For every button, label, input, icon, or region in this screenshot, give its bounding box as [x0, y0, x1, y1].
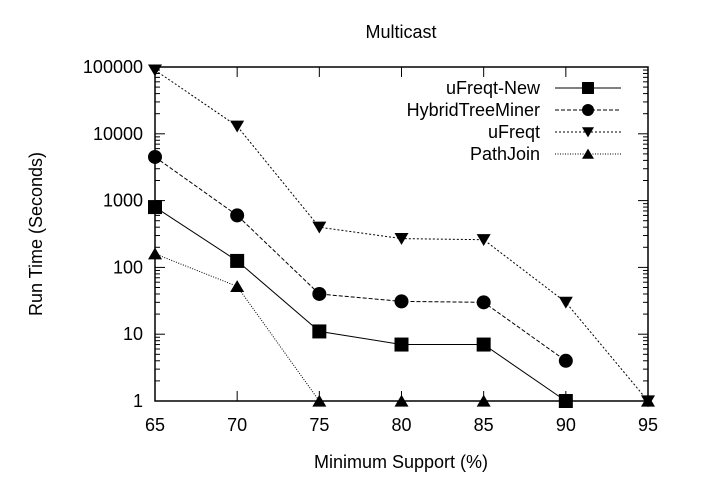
data-point	[312, 324, 327, 339]
x-tick-label: 65	[145, 415, 165, 435]
data-point	[148, 149, 162, 164]
x-tick-label: 80	[391, 415, 411, 435]
data-point	[148, 64, 162, 77]
x-tick-label: 90	[556, 415, 576, 435]
data-point	[230, 120, 245, 133]
data-point	[312, 221, 327, 234]
data-point	[394, 394, 409, 407]
data-point	[558, 394, 573, 408]
y-tick-label: 10	[123, 324, 143, 344]
y-tick-label: 1000	[103, 191, 143, 211]
x-tick-label: 70	[227, 415, 247, 435]
y-axis-label: Run Time (Seconds)	[26, 152, 46, 316]
x-tick-label: 95	[638, 415, 658, 435]
y-tick-label: 10000	[93, 124, 143, 144]
data-point	[312, 286, 327, 301]
x-axis-label: Minimum Support (%)	[314, 452, 488, 472]
series-line-pathjoin	[154, 253, 648, 402]
data-point	[641, 394, 655, 407]
data-point	[230, 253, 245, 268]
data-point	[148, 247, 162, 260]
legend-label: uFreqt	[488, 122, 540, 142]
data-point	[312, 394, 327, 407]
legend-marker	[582, 82, 594, 94]
legend-label: HybridTreeMiner	[407, 100, 540, 120]
x-tick-label: 85	[474, 415, 494, 435]
data-point	[558, 296, 573, 309]
data-point	[394, 232, 409, 245]
data-point	[230, 208, 245, 223]
data-point	[476, 295, 491, 310]
series-line-ufreqt-new	[154, 206, 567, 402]
legend-label: PathJoin	[470, 144, 540, 164]
legend-marker	[582, 104, 594, 116]
series-line-hybridtreeminer	[154, 156, 567, 362]
chart-title: Multicast	[365, 22, 436, 42]
y-tick-label: 100	[113, 257, 143, 277]
legend-marker	[582, 127, 594, 138]
y-tick-label: 1	[133, 391, 143, 411]
data-point	[476, 234, 491, 246]
data-point	[394, 294, 409, 309]
x-tick-label: 75	[309, 415, 329, 435]
y-tick-label: 100000	[83, 57, 143, 77]
data-point	[558, 353, 573, 368]
data-point	[476, 394, 491, 407]
legend-marker	[582, 148, 594, 159]
series-markers	[148, 64, 655, 408]
data-point	[476, 337, 491, 352]
y-axis: 1 10 100 1000 10000 100000	[83, 57, 648, 411]
data-point	[148, 200, 162, 215]
data-point	[230, 280, 245, 292]
legend-label: uFreqt-New	[446, 78, 541, 98]
data-point	[394, 337, 409, 352]
